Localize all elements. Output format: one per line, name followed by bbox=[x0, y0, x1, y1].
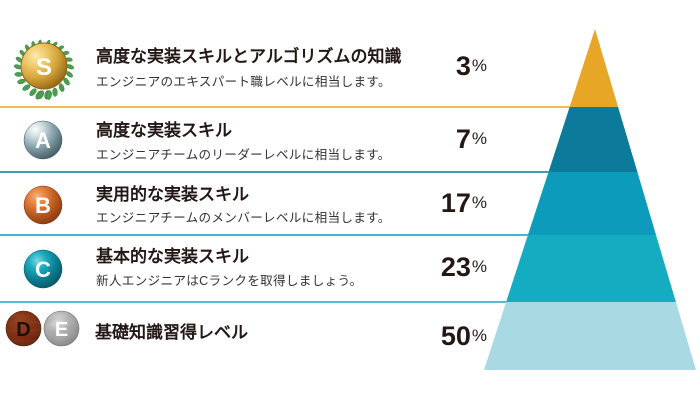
svg-text:S: S bbox=[36, 54, 52, 81]
svg-text:C: C bbox=[35, 257, 51, 282]
svg-text:D: D bbox=[16, 319, 30, 341]
svg-text:B: B bbox=[35, 193, 51, 218]
svg-text:A: A bbox=[35, 128, 51, 153]
svg-text:E: E bbox=[55, 319, 68, 341]
